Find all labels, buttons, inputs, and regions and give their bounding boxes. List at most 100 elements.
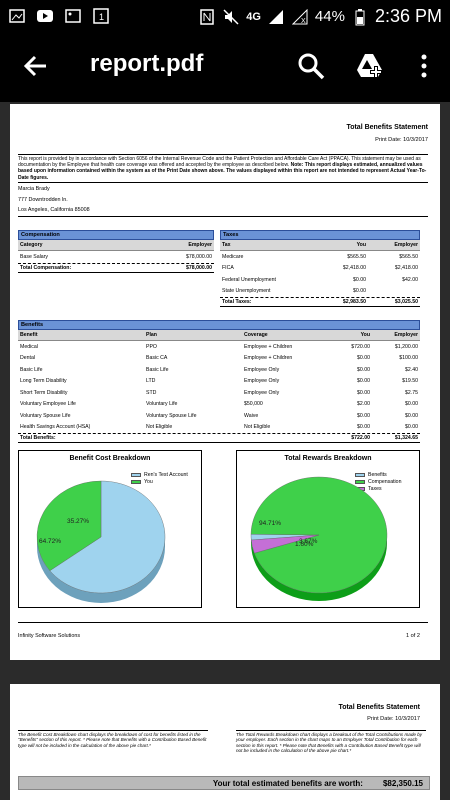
table-row: Long Term Disability LTD Employee Only $0.0… bbox=[18, 376, 420, 388]
table-row: FICA $2,418.00 $2,418.00 bbox=[220, 263, 420, 275]
cell: $50,000 bbox=[244, 401, 263, 408]
column-header: Plan bbox=[146, 332, 157, 338]
mute-icon bbox=[222, 8, 240, 25]
cell: Medicare bbox=[222, 253, 244, 260]
chart-legend: Ren's Test Account You bbox=[131, 471, 188, 485]
column-header: Employer bbox=[394, 332, 418, 338]
legend-swatch bbox=[355, 479, 365, 484]
cell: $0.00 bbox=[357, 355, 370, 362]
footer-company: Infinity Software Solutions bbox=[18, 633, 81, 639]
cell: $0.00 bbox=[357, 366, 370, 373]
column-header: Coverage bbox=[244, 332, 268, 338]
cell: Basic Life bbox=[20, 366, 43, 373]
cell: Total Benefits: bbox=[20, 435, 56, 441]
cell: FICA bbox=[222, 265, 234, 272]
cell: $2.00 bbox=[357, 401, 370, 408]
intro-note-label: Note: bbox=[290, 162, 304, 169]
total-row: Total Taxes: $2,983.50 $3,025.50 bbox=[220, 297, 420, 307]
table-row: Health Savings Account (HSA) Not Eligible… bbox=[18, 422, 420, 434]
address-line-1: 777 Downtrodden ln. bbox=[18, 196, 68, 203]
cell: $0.00 bbox=[405, 401, 418, 408]
cell: Medical bbox=[20, 343, 38, 350]
pie-slice bbox=[251, 534, 320, 554]
pie-slice bbox=[36, 480, 102, 571]
legend-label: Benefits bbox=[368, 471, 387, 478]
total-row: Total Benefits: $722.00 $1,324.65 bbox=[18, 433, 420, 443]
search-icon[interactable] bbox=[297, 52, 325, 80]
intro-paragraph: This report is provided by in accordance… bbox=[18, 154, 428, 183]
page-number: 1 of 2 bbox=[406, 633, 420, 639]
cell: PPO bbox=[146, 343, 157, 350]
taxes-heading: Taxes bbox=[220, 230, 420, 240]
document-title: report.pdf bbox=[90, 50, 204, 77]
sim-icon: X bbox=[291, 8, 309, 25]
cell: $0.00 bbox=[357, 424, 370, 431]
table-row: Voluntary Spouse Life Voluntary Spouse Li… bbox=[18, 410, 420, 422]
total-rewards-note: The Total Rewards Breakdown chart displa… bbox=[236, 730, 426, 754]
svg-text:X: X bbox=[301, 18, 306, 25]
cell: LTD bbox=[146, 378, 156, 385]
table-row: Voluntary Employee Life Voluntary Life $50… bbox=[18, 399, 420, 411]
pie-side bbox=[37, 537, 165, 603]
cell: $100.00 bbox=[399, 355, 418, 362]
table-row: Federal Unemployment $0.00 $42.00 bbox=[220, 274, 420, 286]
cell: $565.50 bbox=[399, 253, 418, 260]
status-bar: 1 4G X 44% 2:36 PM bbox=[0, 0, 450, 34]
total-rewards-chart: Total Rewards Breakdown Benefits Compens… bbox=[236, 450, 420, 608]
cell: Employee Only bbox=[244, 389, 280, 396]
statement-title: Total Benefits Statement bbox=[346, 124, 428, 131]
cell: $0.00 bbox=[405, 412, 418, 419]
cell: $2,983.50 bbox=[342, 299, 366, 305]
cell: $78,000.00 bbox=[186, 264, 212, 271]
cell: Basic Life bbox=[146, 366, 169, 373]
table-header: Category Employer bbox=[18, 240, 214, 251]
cell: Voluntary Employee Life bbox=[20, 401, 76, 408]
cell: $1,200.00 bbox=[394, 343, 418, 350]
cell: $0.00 bbox=[353, 276, 366, 283]
legend-swatch bbox=[131, 472, 141, 477]
total-worth-bar: Your total estimated benefits are worth:… bbox=[18, 776, 430, 790]
more-options-icon[interactable] bbox=[410, 52, 438, 80]
back-arrow-icon[interactable] bbox=[22, 52, 50, 80]
network-type-label: 4G bbox=[246, 10, 261, 23]
intro-note-text: This report displays estimated, annualiz… bbox=[18, 162, 427, 181]
cell: $0.00 bbox=[357, 389, 370, 396]
add-to-drive-icon[interactable] bbox=[356, 52, 384, 80]
cell: $78,000.00 bbox=[186, 253, 212, 260]
print-date: Print Date: 10/3/2017 bbox=[367, 716, 420, 722]
cell: Employee Only bbox=[244, 366, 280, 373]
legend-label: You bbox=[144, 478, 153, 485]
column-header: Employer bbox=[188, 242, 212, 248]
calendar-notification-icon: 1 bbox=[92, 8, 110, 24]
image-notification-icon bbox=[64, 8, 82, 24]
legend-label: Taxes bbox=[368, 485, 382, 492]
column-header: Tax bbox=[222, 242, 231, 248]
cell: $565.50 bbox=[347, 253, 366, 260]
benefits-table: Benefits Benefit Plan Coverage You Emplo… bbox=[18, 320, 420, 443]
table-row: State Unemployment $0.00 bbox=[220, 286, 420, 298]
gallery-notification-icon bbox=[8, 8, 26, 24]
statement-title: Total Benefits Statement bbox=[338, 704, 420, 711]
benefits-heading: Benefits bbox=[18, 320, 420, 330]
worth-value: $82,350.15 bbox=[382, 778, 423, 788]
table-row: Medical PPO Employee + Children $720.00 $1,2… bbox=[18, 341, 420, 353]
chart-title: Total Rewards Breakdown bbox=[284, 455, 372, 462]
column-header: Benefit bbox=[20, 332, 38, 338]
cell: $0.00 bbox=[357, 412, 370, 419]
table-row: Dental Basic CA Employee + Children $0.00 $1… bbox=[18, 353, 420, 365]
cell: Employee + Children bbox=[244, 355, 293, 362]
nfc-icon bbox=[198, 8, 216, 25]
cell: Employee Only bbox=[244, 378, 280, 385]
column-header: Employer bbox=[394, 242, 418, 248]
benefit-rows: Medical PPO Employee + Children $720.00 $1,2… bbox=[18, 341, 420, 433]
app-bar: report.pdf bbox=[0, 34, 450, 102]
data-label: 3.67% bbox=[299, 538, 318, 545]
cell: Waive bbox=[244, 412, 259, 419]
cell: $2.40 bbox=[405, 366, 418, 373]
cell: Not Eligible bbox=[146, 424, 173, 431]
cell: State Unemployment bbox=[222, 288, 271, 295]
data-label: 64.72% bbox=[39, 538, 61, 545]
cell: $42.00 bbox=[402, 276, 418, 283]
table-row: Medicare $565.50 $565.50 bbox=[220, 251, 420, 263]
cell: $722.00 bbox=[351, 435, 370, 441]
